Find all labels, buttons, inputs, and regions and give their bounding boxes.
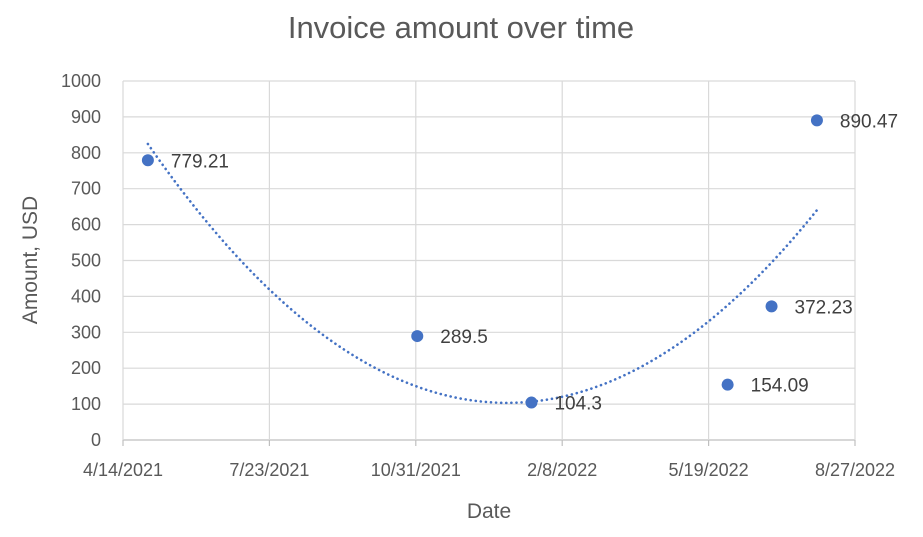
y-tick-label: 0 xyxy=(91,430,101,450)
y-tick-label: 300 xyxy=(71,322,101,342)
y-axis-title: Amount, USD xyxy=(19,196,42,324)
y-tick-label: 900 xyxy=(71,107,101,127)
data-point xyxy=(810,114,823,127)
data-point xyxy=(411,330,424,343)
gridlines xyxy=(122,80,856,446)
data-labels: 779.21 289.5 104.3 154.09 372.23 890.47 xyxy=(171,111,898,414)
x-tick-label: 7/23/2021 xyxy=(229,460,309,480)
data-points xyxy=(141,114,823,409)
data-point xyxy=(525,396,538,409)
data-label: 289.5 xyxy=(440,327,488,348)
x-tick-label: 4/14/2021 xyxy=(83,460,163,480)
data-label: 890.47 xyxy=(840,111,898,132)
data-point xyxy=(141,154,154,167)
y-tick-label: 700 xyxy=(71,179,101,199)
tick-labels: 0 100 200 300 400 500 600 700 800 900 1000 4/14/202… xyxy=(61,71,895,480)
x-tick-label: 2/8/2022 xyxy=(527,460,597,480)
data-label: 104.3 xyxy=(554,394,602,415)
y-tick-label: 400 xyxy=(71,286,101,306)
y-tick-label: 500 xyxy=(71,251,101,271)
y-tick-label: 100 xyxy=(71,394,101,414)
data-label: 154.09 xyxy=(751,376,809,397)
trendline-layer xyxy=(146,142,819,405)
y-tick-label: 800 xyxy=(71,143,101,163)
y-tick-label: 1000 xyxy=(61,71,101,91)
x-tick-label: 5/19/2022 xyxy=(669,460,749,480)
x-tick-label: 10/31/2021 xyxy=(371,460,461,480)
trendline xyxy=(146,142,819,405)
data-point xyxy=(721,378,734,391)
data-label: 372.23 xyxy=(795,297,853,318)
data-point xyxy=(765,300,778,313)
chart-title: Invoice amount over time xyxy=(288,10,634,45)
y-tick-label: 600 xyxy=(71,215,101,235)
x-tick-label: 8/27/2022 xyxy=(815,460,895,480)
x-axis-title: Date xyxy=(467,500,511,523)
y-tick-label: 200 xyxy=(71,358,101,378)
data-label: 779.21 xyxy=(171,151,229,172)
